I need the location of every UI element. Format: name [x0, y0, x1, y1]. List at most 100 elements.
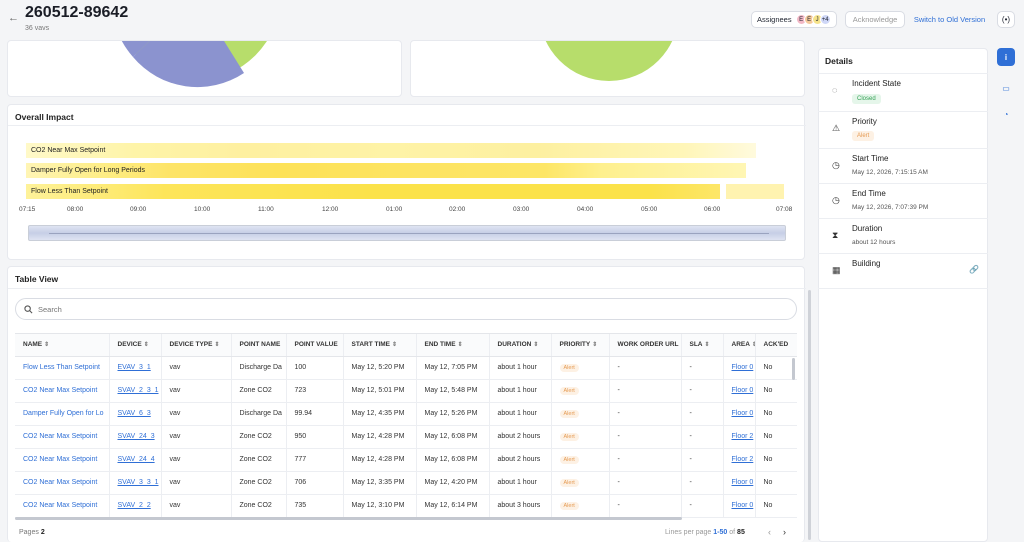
cell-device[interactable]: SVAV_24_4	[109, 448, 162, 472]
tick-label: 09:00	[130, 206, 147, 213]
col-header-name[interactable]: NAME ⇕	[15, 334, 110, 357]
avatar-more: +4	[819, 14, 831, 25]
cell-start-time: May 12, 3:35 PM	[343, 471, 417, 495]
search-input[interactable]	[38, 304, 738, 314]
link-icon[interactable]: 🔗	[969, 265, 979, 274]
cell-work-order: -	[609, 471, 682, 495]
pie-slice-blue	[133, 41, 244, 88]
tick-label: 08:00	[67, 206, 84, 213]
heat-row-co2[interactable]	[26, 143, 756, 158]
cell-sla: -	[681, 379, 724, 403]
col-header-sla[interactable]: SLA ⇕	[681, 334, 724, 357]
cell-point-value: 777	[286, 448, 344, 472]
heat-row-label: CO2 Near Max Setpoint	[31, 147, 106, 154]
cell-name[interactable]: CO2 Near Max Setpoint	[15, 494, 110, 518]
cell-device[interactable]: EVAV_3_1	[109, 356, 162, 380]
cell-name[interactable]: CO2 Near Max Setpoint	[15, 471, 110, 495]
bell-icon[interactable]: ◔	[1003, 109, 1009, 119]
cell-end-time: May 12, 5:48 PM	[416, 379, 490, 403]
tick-label: 10:00	[194, 206, 211, 213]
table-row[interactable]: CO2 Near Max Setpoint SVAV_24_3 vav Zone…	[15, 425, 797, 449]
back-arrow-icon[interactable]: ←	[8, 12, 19, 24]
table-horizontal-scrollbar[interactable]	[15, 517, 682, 520]
cell-end-time: May 12, 4:20 PM	[416, 471, 490, 495]
cell-acked: No	[755, 425, 797, 449]
col-header-start-time[interactable]: START TIME ⇕	[343, 334, 417, 357]
cell-name[interactable]: Damper Fully Open for Lo	[15, 402, 110, 426]
cell-name[interactable]: Flow Less Than Setpoint	[15, 356, 110, 380]
cell-acked: No	[755, 494, 797, 518]
cell-area[interactable]: Floor 0	[723, 356, 756, 380]
cell-device-type: vav	[161, 448, 232, 472]
col-header-point-name: POINT NAME	[231, 334, 287, 357]
detail-end-time: ◷ End Time May 12, 2026, 7:07:39 PM	[818, 184, 988, 219]
table-row[interactable]: CO2 Near Max Setpoint SVAV_3_3_1 vav Zon…	[15, 471, 797, 495]
comment-icon[interactable]: ▭	[1002, 83, 1010, 93]
heat-row-flow[interactable]	[26, 184, 720, 199]
clock-icon: ◷	[832, 195, 840, 205]
switch-old-version-button[interactable]: Switch to Old Version	[913, 15, 986, 24]
priority-badge: Alert	[852, 131, 875, 141]
building-icon: ▦	[832, 265, 841, 275]
table-vertical-scrollbar[interactable]	[792, 358, 795, 380]
data-table-wrapper: NAME ⇕ DEVICE ⇕ DEVICE TYPE ⇕ POINT NAME PO…	[15, 333, 797, 519]
cell-work-order: -	[609, 356, 682, 380]
info-icon[interactable]: i	[997, 48, 1015, 66]
cell-name[interactable]: CO2 Near Max Setpoint	[15, 379, 110, 403]
table-row[interactable]: CO2 Near Max Setpoint SVAV_2_2 vav Zone …	[15, 494, 797, 518]
cell-point-value: 99.94	[286, 402, 344, 426]
cell-acked: No	[755, 402, 797, 426]
assignees-label: Assignees	[757, 15, 792, 24]
col-header-area[interactable]: AREA⇕	[723, 334, 756, 357]
acknowledge-button[interactable]: Acknowledge	[845, 11, 905, 28]
cell-device[interactable]: SVAV_2_2	[109, 494, 162, 518]
cell-point-value: 950	[286, 425, 344, 449]
col-header-device[interactable]: DEVICE ⇕	[109, 334, 162, 357]
search-bar[interactable]	[15, 298, 797, 320]
pie-slice-blue-2	[121, 41, 150, 57]
cell-area[interactable]: Floor 2	[723, 448, 756, 472]
cell-point-name: Zone CO2	[231, 379, 287, 403]
table-view-title: Table View	[15, 274, 59, 284]
col-header-acked: ACK'ED	[755, 334, 797, 357]
pie-slice-green	[545, 41, 673, 81]
cell-name[interactable]: CO2 Near Max Setpoint	[15, 425, 110, 449]
details-panel	[818, 48, 988, 542]
table-row[interactable]: Flow Less Than Setpoint EVAV_3_1 vav Dis…	[15, 356, 797, 380]
col-header-duration[interactable]: DURATION ⇕	[489, 334, 552, 357]
cell-device[interactable]: SVAV_6_3	[109, 402, 162, 426]
cell-area[interactable]: Floor 0	[723, 402, 756, 426]
cell-device[interactable]: SVAV_24_3	[109, 425, 162, 449]
table-row[interactable]: Damper Fully Open for Lo SVAV_6_3 vav Di…	[15, 402, 797, 426]
table-row[interactable]: CO2 Near Max Setpoint SVAV_24_4 vav Zone…	[15, 448, 797, 472]
col-header-end-time[interactable]: END TIME ⇕	[416, 334, 490, 357]
cell-device[interactable]: SVAV_2_3_1	[109, 379, 162, 403]
priority-badge: Alert	[559, 432, 579, 441]
tick-label: 07:15	[19, 206, 36, 213]
col-header-device-type[interactable]: DEVICE TYPE ⇕	[161, 334, 232, 357]
heat-row-damper[interactable]	[26, 163, 746, 178]
cell-area[interactable]: Floor 0	[723, 379, 756, 403]
assignees-button[interactable]: Assignees E E J +4	[751, 11, 837, 28]
cell-priority: Alert	[551, 402, 610, 426]
cell-area[interactable]: Floor 2	[723, 425, 756, 449]
col-header-priority[interactable]: PRIORITY ⇕	[551, 334, 610, 357]
cell-area[interactable]: Floor 0	[723, 471, 756, 495]
pages-count: 2	[40, 529, 45, 536]
page-scrollbar[interactable]	[808, 290, 811, 540]
cell-work-order: -	[609, 448, 682, 472]
cell-device[interactable]: SVAV_3_3_1	[109, 471, 162, 495]
broadcast-icon[interactable]: (•)	[997, 11, 1015, 28]
table-row[interactable]: CO2 Near Max Setpoint SVAV_2_3_1 vav Zon…	[15, 379, 797, 403]
prev-page-icon[interactable]: ‹	[768, 527, 771, 537]
state-badge: Closed	[852, 94, 881, 104]
timeline-range-slider[interactable]	[28, 225, 786, 241]
cell-priority: Alert	[551, 494, 610, 518]
detail-incident-state: ◌ Incident State Closed	[818, 74, 988, 112]
cell-area[interactable]: Floor 0	[723, 494, 756, 518]
cell-duration: about 1 hour	[489, 356, 552, 380]
cell-name[interactable]: CO2 Near Max Setpoint	[15, 448, 110, 472]
cell-point-name: Zone CO2	[231, 425, 287, 449]
next-page-icon[interactable]: ›	[783, 527, 786, 537]
cell-end-time: May 12, 6:08 PM	[416, 448, 490, 472]
